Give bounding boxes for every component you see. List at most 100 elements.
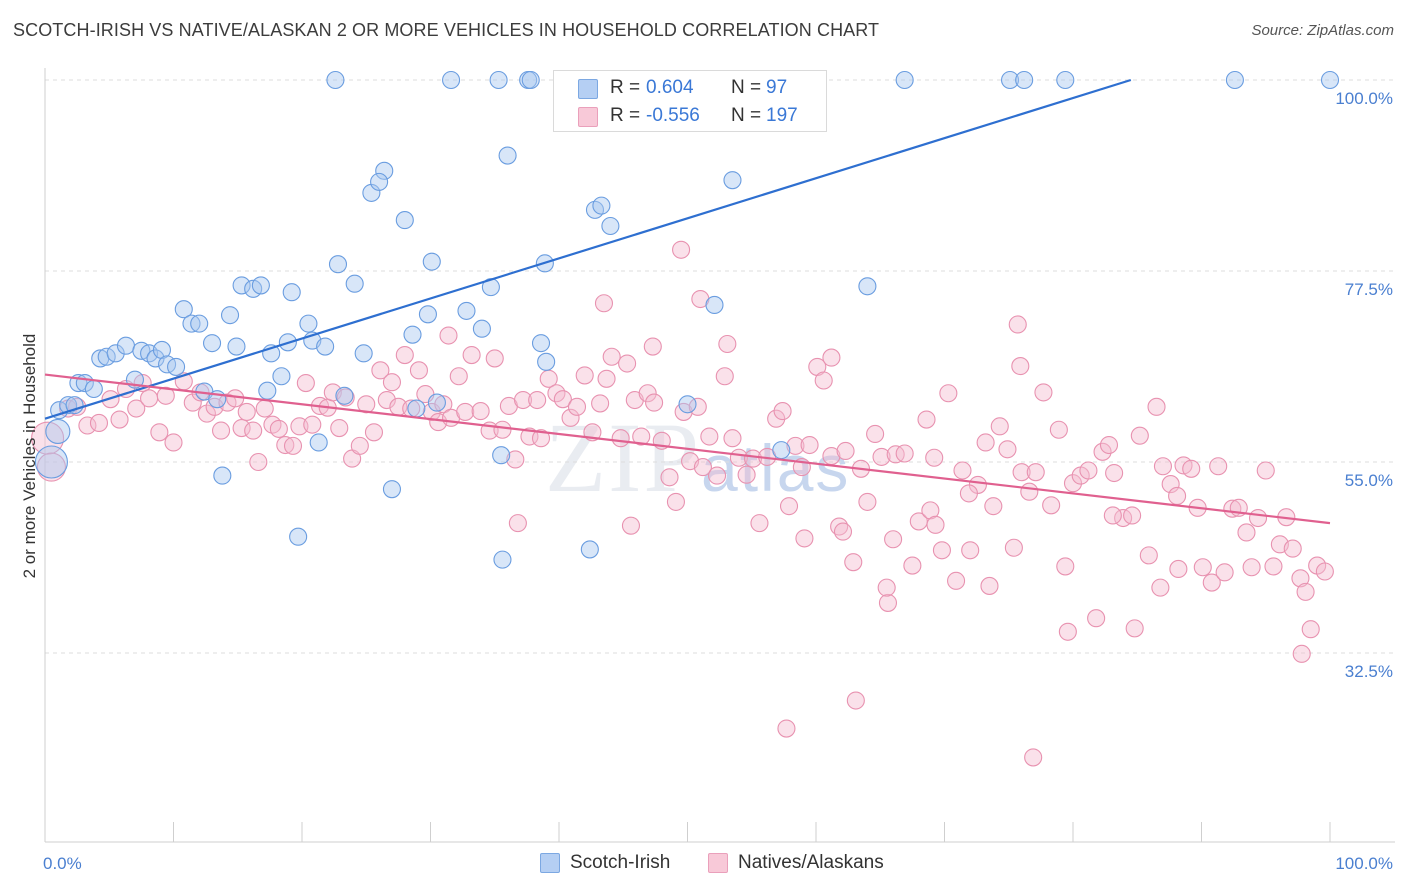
scotch-irish-point: [272, 367, 291, 386]
natives-alaskans-point: [844, 553, 863, 572]
legend-r-value: -0.556: [646, 105, 700, 126]
natives-alaskans-point: [1008, 315, 1027, 334]
x-tick-label: 0.0%: [43, 854, 82, 873]
natives-alaskans-point: [1168, 486, 1187, 506]
natives-alaskans-point: [632, 427, 651, 446]
natives-alaskans-point: [1202, 573, 1221, 592]
y-axis-label: 2 or more Vehicles in Household: [20, 334, 39, 579]
natives-alaskans-point: [1012, 463, 1031, 482]
natives-alaskans-point: [621, 516, 641, 535]
natives-alaskans-point: [462, 345, 481, 365]
natives-alaskans-point: [1087, 609, 1106, 628]
natives-alaskans-point: [232, 418, 251, 438]
legend-n-label: N =: [731, 105, 762, 126]
natives-alaskans-point: [1169, 559, 1188, 579]
natives-alaskans-point: [283, 436, 303, 455]
scotch-irish-point: [116, 336, 136, 355]
natives-alaskans-point: [750, 514, 769, 533]
natives-alaskans-point: [1026, 463, 1045, 482]
scotch-irish-point: [1015, 70, 1034, 90]
scotch-irish-point: [895, 70, 914, 90]
scotch-irish-point: [84, 379, 103, 399]
natives-alaskans-point: [377, 390, 396, 410]
natives-alaskans-point: [645, 393, 664, 412]
scotch-irish-point: [375, 161, 394, 180]
natives-alaskans-point: [836, 441, 855, 461]
scotch-irish-point: [705, 295, 724, 315]
natives-alaskans-point: [1079, 461, 1098, 480]
natives-alaskans-point: [330, 418, 349, 438]
scotch-irish-point: [493, 550, 512, 569]
natives-alaskans-point: [1296, 582, 1315, 601]
natives-alaskans-point: [382, 373, 402, 392]
natives-alaskans-point: [553, 390, 572, 409]
series-natives-alaskans: [31, 240, 1334, 767]
legend-row-natives-alaskans: R = -0.556 N = 197: [554, 102, 826, 130]
natives-alaskans-point: [449, 367, 468, 386]
natives-alaskans-point: [1123, 506, 1142, 525]
natives-alaskans-point: [1215, 563, 1234, 582]
natives-alaskans-point: [1042, 496, 1061, 515]
scotch-irish-point: [174, 300, 193, 319]
scotch-irish-point: [354, 344, 373, 363]
natives-alaskans-point: [959, 484, 978, 503]
scotch-irish-point: [395, 211, 414, 230]
scotch-irish-point: [258, 381, 277, 400]
natives-alaskans-point: [249, 452, 268, 472]
natives-alaskans-point: [984, 497, 1003, 516]
natives-alaskans-point: [602, 347, 621, 366]
natives-alaskans-point: [1063, 474, 1083, 493]
natives-alaskans-point: [917, 410, 936, 429]
natives-alaskans-point: [528, 390, 547, 410]
natives-alaskans-point: [953, 461, 972, 480]
natives-alaskans-point: [737, 465, 756, 484]
natives-alaskans-point: [723, 429, 742, 448]
natives-alaskans-point: [1139, 546, 1158, 565]
scotch-irish-point: [1320, 70, 1340, 90]
natives-alaskans-point: [493, 420, 512, 439]
natives-alaskans-point: [822, 348, 841, 367]
natives-alaskans-point: [932, 541, 951, 560]
natives-alaskans-point: [1315, 562, 1334, 581]
natives-alaskans-point: [395, 345, 414, 365]
natives-alaskans-point: [434, 395, 453, 414]
natives-alaskans-point: [779, 497, 799, 516]
scotch-irish-point: [422, 252, 441, 271]
natives-alaskans-point: [1056, 557, 1075, 576]
natives-alaskans-point: [926, 515, 945, 534]
natives-alaskans-point: [708, 466, 727, 485]
natives-alaskans-point: [371, 361, 390, 380]
natives-alaskans-point: [364, 423, 384, 442]
natives-alaskans-point: [1283, 539, 1302, 558]
natives-alaskans-point: [672, 240, 691, 259]
legend-n-label: N =: [731, 77, 762, 98]
scotch-irish-point: [289, 527, 308, 546]
scotch-irish-point: [1000, 70, 1020, 90]
natives-alaskans-point: [786, 436, 805, 455]
scotch-irish-point: [34, 445, 68, 479]
scotch-irish-point: [531, 334, 551, 353]
scotch-irish-point: [1056, 70, 1075, 90]
scotch-irish-point: [489, 70, 508, 90]
x-tick-label: 100.0%: [1335, 854, 1393, 873]
natives-alaskans-point: [1248, 508, 1268, 528]
natives-alaskans-point: [688, 397, 707, 416]
natives-alaskans-point: [1153, 457, 1172, 476]
scotch-irish-point: [678, 395, 697, 414]
scotch-irish-point: [190, 314, 209, 333]
natives-alaskans-point: [110, 410, 129, 429]
series-swatch-pink: [708, 853, 728, 873]
legend-r-label: R =: [610, 77, 641, 98]
natives-alaskans-point: [718, 334, 737, 354]
tick-labels: 32.5% 55.0% 77.5% 100.0% 0.0% 100.0%: [43, 89, 1393, 873]
natives-alaskans-point: [1161, 475, 1180, 494]
scotch-irish-point: [537, 352, 556, 371]
natives-alaskans-point: [561, 408, 580, 427]
scotch-irish-point: [182, 314, 201, 333]
natives-alaskans-point: [409, 361, 428, 380]
scotch-irish-point: [472, 319, 491, 338]
chart-title: SCOTCH-IRISH VS NATIVE/ALASKAN 2 OR MORE…: [13, 20, 880, 40]
natives-alaskans-point: [1264, 557, 1283, 576]
scotch-irish-point: [232, 276, 251, 295]
natives-alaskans-point: [520, 427, 539, 446]
